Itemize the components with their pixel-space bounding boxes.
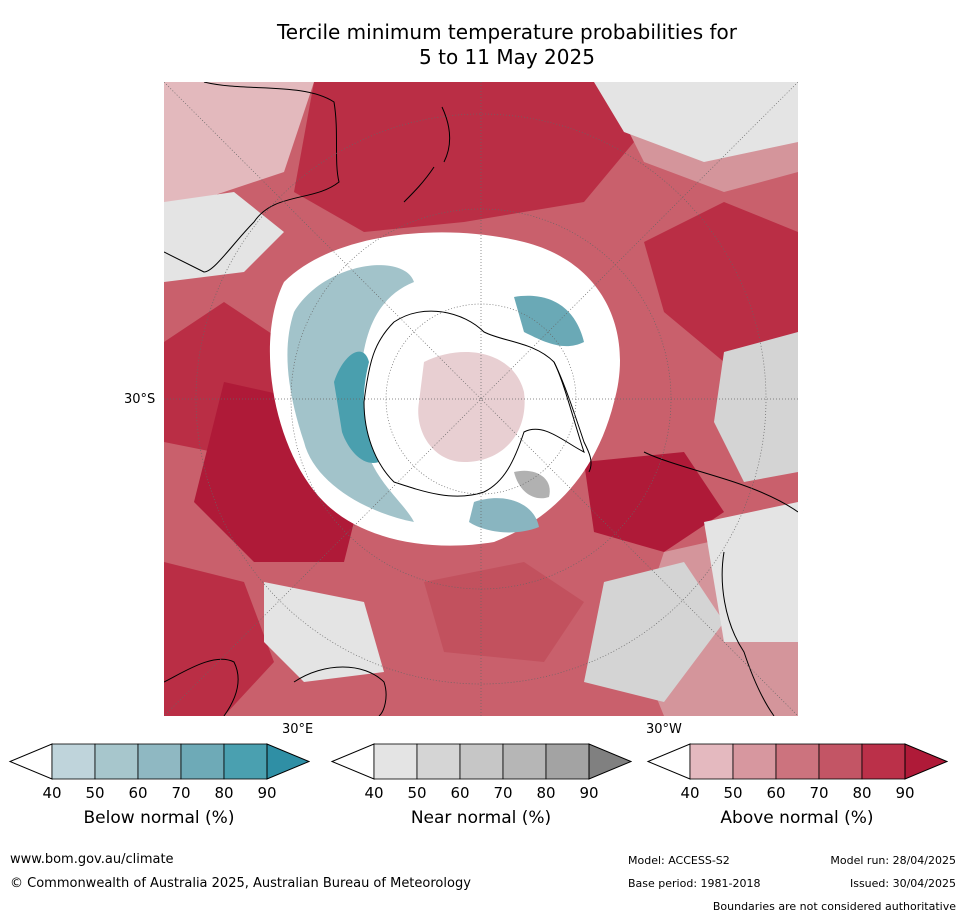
tick-label: 60 xyxy=(766,784,786,802)
disclaimer-text: Boundaries are not considered authoritat… xyxy=(712,900,956,913)
near-normal-region xyxy=(164,192,284,282)
tick-label: 70 xyxy=(809,784,829,802)
above-over-triangle xyxy=(904,743,948,780)
title-line-2: 5 to 11 May 2025 xyxy=(419,45,595,69)
colorbar-near xyxy=(330,743,632,780)
above-swatch-5 xyxy=(861,743,906,780)
copyright-text: © Commonwealth of Australia 2025, Austra… xyxy=(10,876,471,891)
below-swatch-1 xyxy=(51,743,96,780)
tick-label: 60 xyxy=(128,784,148,802)
above-normal-region xyxy=(644,202,798,362)
near-swatch-5 xyxy=(545,743,590,780)
below-normal-region xyxy=(514,295,584,347)
near-swatch-1 xyxy=(373,743,418,780)
colorbar-above xyxy=(646,743,948,780)
near-over-triangle xyxy=(588,743,632,780)
antarctica-interior xyxy=(418,352,525,462)
tick-label: 90 xyxy=(895,784,915,802)
title-line-1: Tercile minimum temperature probabilitie… xyxy=(276,20,738,44)
australia-coastline xyxy=(164,82,340,273)
above-swatch-4 xyxy=(818,743,863,780)
near-swatch-2 xyxy=(416,743,461,780)
issued-text: Issued: 30/04/2025 xyxy=(849,877,956,890)
near-normal-region xyxy=(594,82,798,162)
above-normal-region xyxy=(164,562,274,716)
tick-label: 90 xyxy=(579,784,599,802)
longitude-label-west: 30°W xyxy=(646,722,682,737)
below-normal-region xyxy=(469,498,539,533)
below-over-triangle xyxy=(266,743,310,780)
below-swatch-4 xyxy=(180,743,225,780)
near-swatch-3 xyxy=(459,743,504,780)
model-run-text: Model run: 28/04/2025 xyxy=(830,854,956,867)
near-normal-region xyxy=(514,470,550,499)
above-under-triangle xyxy=(646,743,691,780)
antarctic-peninsula xyxy=(553,361,592,473)
new-zealand-coastline xyxy=(403,106,451,203)
tick-label: 80 xyxy=(214,784,234,802)
longitude-label-east: 30°E xyxy=(282,722,314,737)
near-swatch-4 xyxy=(502,743,547,780)
near-normal-region xyxy=(584,562,724,702)
near-under-triangle xyxy=(330,743,375,780)
above-swatch-1 xyxy=(689,743,734,780)
near-normal-region xyxy=(264,582,384,682)
africa-coastline xyxy=(164,658,239,716)
model-text: Model: ACCESS-S2 xyxy=(628,854,730,867)
graticule xyxy=(164,82,798,716)
colorbar-below-title: Below normal (%) xyxy=(83,808,235,828)
below-under-triangle xyxy=(8,743,53,780)
probability-map xyxy=(164,82,798,716)
tick-label: 50 xyxy=(723,784,743,802)
below-swatch-5 xyxy=(223,743,268,780)
colorbar-near-title: Near normal (%) xyxy=(410,808,552,828)
antarctica-coastline xyxy=(363,310,585,497)
above-normal-region xyxy=(294,82,634,232)
below-swatch-3 xyxy=(137,743,182,780)
tick-label: 70 xyxy=(171,784,191,802)
base-period-text: Base period: 1981-2018 xyxy=(628,877,761,890)
near-normal-region xyxy=(714,332,798,482)
colorbar-below xyxy=(8,743,310,780)
chart-title: Tercile minimum temperature probabilitie… xyxy=(164,20,850,70)
tick-label: 40 xyxy=(42,784,62,802)
tick-label: 50 xyxy=(85,784,105,802)
south-america-coastline xyxy=(643,451,798,716)
tick-label: 60 xyxy=(450,784,470,802)
tick-label: 80 xyxy=(852,784,872,802)
above-normal-region xyxy=(424,562,584,662)
map-svg xyxy=(164,82,798,716)
tick-label: 90 xyxy=(257,784,277,802)
above-swatch-2 xyxy=(732,743,777,780)
above-swatch-3 xyxy=(775,743,820,780)
above-normal-region xyxy=(584,452,724,552)
latitude-label: 30°S xyxy=(124,392,156,407)
above-normal-region xyxy=(164,82,314,212)
tick-label: 50 xyxy=(407,784,427,802)
near-normal-region xyxy=(704,502,798,642)
tick-label: 40 xyxy=(680,784,700,802)
tick-label: 40 xyxy=(364,784,384,802)
tick-label: 80 xyxy=(536,784,556,802)
southern-africa-coastline xyxy=(293,666,387,716)
colorbar-above-title: Above normal (%) xyxy=(720,808,874,828)
website-link[interactable]: www.bom.gov.au/climate xyxy=(10,852,174,867)
tick-label: 70 xyxy=(493,784,513,802)
below-swatch-2 xyxy=(94,743,139,780)
